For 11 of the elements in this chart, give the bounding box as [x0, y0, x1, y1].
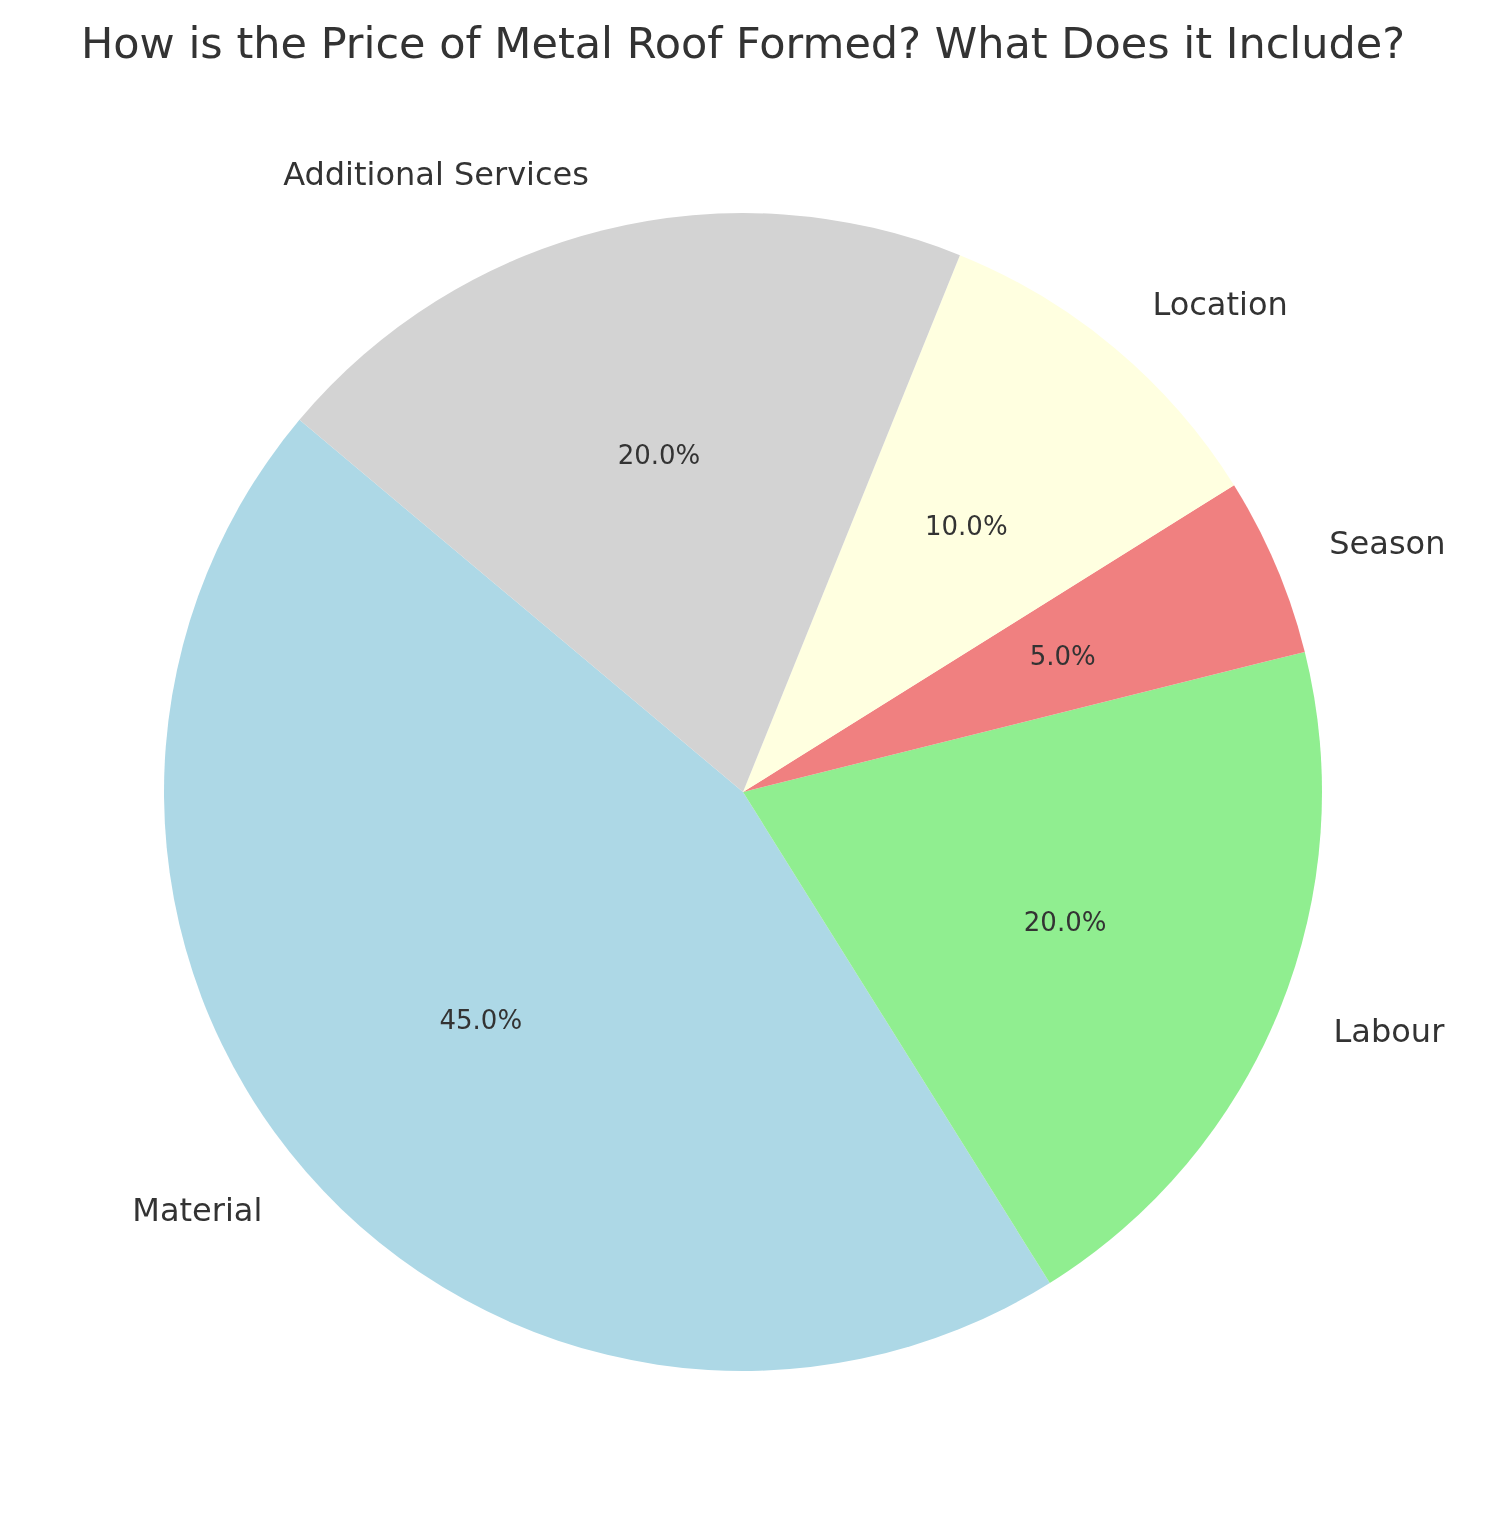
data-label: 5.0%: [1029, 641, 1096, 672]
data-label: 20.0%: [617, 439, 701, 470]
slice-label: Season: [1329, 524, 1446, 563]
slice-label: Labour: [1333, 1011, 1446, 1050]
chart-title: How is the Price of Metal Roof Formed? What Does it Include?: [80, 17, 1406, 68]
slice-label: Additional Services: [283, 155, 589, 194]
data-label: 45.0%: [439, 1004, 523, 1035]
slice-label: Location: [1152, 285, 1288, 324]
slice-label: Material: [132, 1190, 263, 1229]
data-label: 20.0%: [1023, 907, 1107, 938]
data-label: 10.0%: [925, 510, 1008, 541]
